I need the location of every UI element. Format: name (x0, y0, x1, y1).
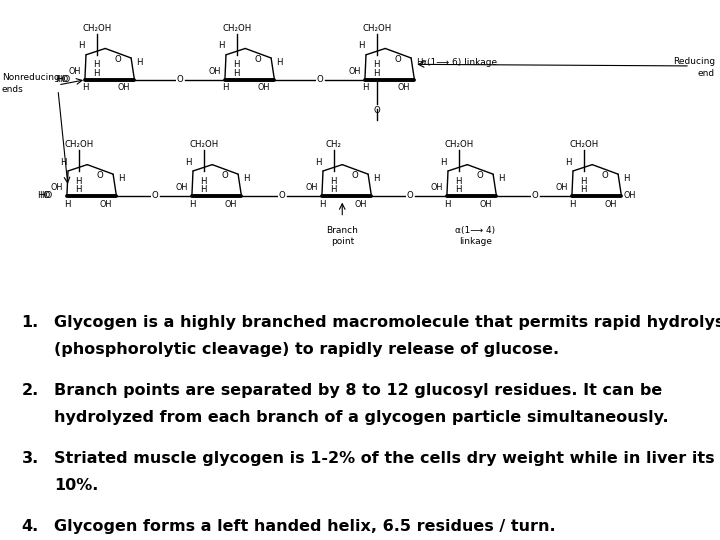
Text: O: O (395, 55, 401, 64)
Text: Branch
point: Branch point (326, 226, 358, 246)
Text: 2.: 2. (22, 383, 39, 397)
Text: O: O (151, 191, 158, 200)
Text: Striated muscle glycogen is 1-2% of the cells dry weight while in liver its: Striated muscle glycogen is 1-2% of the … (54, 451, 715, 465)
Text: OH: OH (354, 200, 366, 208)
Text: CH₂OH: CH₂OH (570, 140, 598, 149)
Text: O: O (477, 171, 483, 180)
Text: Reducing
end: Reducing end (673, 57, 715, 78)
Text: α(1⟶ 4)
linkage: α(1⟶ 4) linkage (456, 226, 495, 246)
Text: H: H (93, 60, 99, 70)
Text: CH₂OH: CH₂OH (362, 24, 392, 32)
Text: CH₂OH: CH₂OH (64, 140, 94, 149)
Text: H: H (276, 58, 283, 68)
Text: OH: OH (208, 67, 220, 76)
Text: O: O (406, 191, 413, 200)
Text: H: H (63, 200, 70, 208)
Text: H: H (454, 185, 461, 194)
Text: OH: OH (117, 83, 130, 92)
Text: OH: OH (397, 83, 410, 92)
Text: H: H (189, 200, 195, 208)
Text: O: O (177, 75, 184, 84)
Text: H: H (60, 158, 67, 166)
Text: Branch points are separated by 8 to 12 glucosyl residues. It can be: Branch points are separated by 8 to 12 g… (54, 383, 662, 397)
Text: H: H (565, 158, 572, 166)
Text: H: H (580, 185, 586, 194)
Text: H: H (374, 174, 380, 184)
Text: H: H (93, 69, 99, 78)
Text: H: H (569, 200, 575, 208)
Text: H: H (315, 158, 322, 166)
Text: O: O (351, 171, 359, 180)
Text: H: H (199, 177, 206, 186)
Text: 1.: 1. (22, 315, 39, 330)
Text: H: H (233, 60, 239, 70)
Text: 4.: 4. (22, 518, 39, 534)
Text: H: H (186, 158, 192, 166)
Text: H: H (359, 42, 365, 50)
Text: H: H (373, 69, 379, 78)
Text: OH: OH (175, 183, 187, 192)
Text: O: O (96, 171, 103, 180)
Text: O: O (255, 55, 261, 64)
Text: Glycogen forms a left handed helix, 6.5 residues / turn.: Glycogen forms a left handed helix, 6.5 … (54, 518, 556, 534)
Text: H: H (222, 83, 228, 92)
Text: CH₂OH: CH₂OH (222, 24, 251, 32)
Text: OH: OH (305, 183, 318, 192)
Text: OH: OH (50, 183, 63, 192)
Text: H: H (233, 69, 239, 78)
Text: H: H (119, 174, 125, 184)
Text: HO: HO (55, 75, 68, 84)
Text: H: H (243, 174, 250, 184)
Text: O: O (531, 191, 538, 200)
Text: OH: OH (99, 200, 112, 208)
Text: HO: HO (40, 191, 53, 200)
Text: OH: OH (348, 67, 361, 76)
Text: H: H (319, 200, 325, 208)
Text: OH: OH (68, 67, 81, 76)
Text: Glycogen is a highly branched macromolecule that permits rapid hydrolysis: Glycogen is a highly branched macromolec… (54, 315, 720, 330)
Text: OH: OH (555, 183, 567, 192)
Text: CH₂OH: CH₂OH (82, 24, 112, 32)
Text: H: H (580, 177, 586, 186)
Text: (phosphorolytic cleavage) to rapidly release of glucose.: (phosphorolytic cleavage) to rapidly rel… (54, 342, 559, 357)
Text: OH: OH (604, 200, 616, 208)
Text: Nonreducing
ends: Nonreducing ends (2, 73, 60, 94)
Text: H: H (330, 185, 336, 194)
Text: 10%.: 10%. (54, 478, 99, 493)
Text: OH: OH (624, 191, 636, 200)
Text: H: H (330, 177, 336, 186)
Text: O: O (317, 75, 323, 84)
Text: α(1⟶ 6) linkage: α(1⟶ 6) linkage (421, 58, 497, 68)
Text: O: O (279, 191, 286, 200)
Text: CH₂: CH₂ (326, 140, 342, 149)
Text: CH₂OH: CH₂OH (189, 140, 219, 149)
Text: H: H (373, 60, 379, 70)
Text: H: H (137, 58, 143, 68)
Text: H: H (361, 83, 368, 92)
Text: OH: OH (257, 83, 269, 92)
Text: H: H (498, 174, 505, 184)
Text: OH: OH (224, 200, 237, 208)
Text: H: H (218, 42, 225, 50)
Text: O: O (374, 106, 380, 115)
Text: HO: HO (37, 191, 50, 200)
Text: O: O (222, 171, 228, 180)
Text: OH: OH (480, 200, 492, 208)
Text: hydrolyzed from each branch of a glycogen particle simultaneously.: hydrolyzed from each branch of a glycoge… (54, 410, 669, 426)
Text: H: H (417, 58, 423, 68)
Text: HO: HO (58, 75, 71, 84)
Text: H: H (624, 174, 630, 184)
Text: O: O (114, 55, 121, 64)
Text: H: H (81, 83, 88, 92)
Text: CH₂OH: CH₂OH (444, 140, 474, 149)
Text: H: H (441, 158, 447, 166)
Text: H: H (78, 42, 85, 50)
Text: OH: OH (430, 183, 443, 192)
Text: H: H (75, 177, 81, 186)
Text: H: H (199, 185, 206, 194)
Text: O: O (601, 171, 608, 180)
Text: H: H (454, 177, 461, 186)
Text: H: H (75, 185, 81, 194)
Text: H: H (444, 200, 450, 208)
Text: 3.: 3. (22, 451, 39, 465)
